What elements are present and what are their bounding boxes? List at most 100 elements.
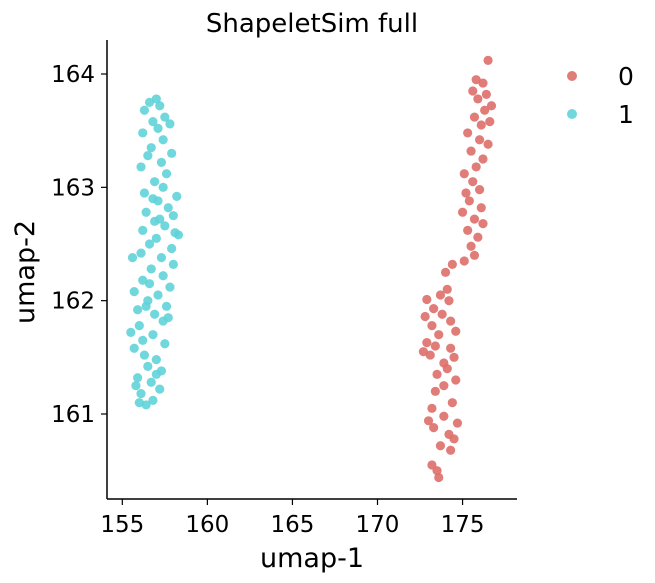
point-series-0	[446, 316, 456, 326]
point-series-1	[151, 94, 161, 104]
point-series-1	[138, 275, 148, 285]
point-series-0	[481, 89, 491, 99]
point-series-1	[153, 290, 163, 300]
point-series-1	[144, 279, 155, 289]
x-tick-label: 175	[441, 512, 485, 538]
point-series-1	[161, 301, 172, 311]
point-series-0	[471, 75, 481, 85]
point-series-0	[429, 423, 439, 433]
point-series-0	[466, 146, 476, 156]
point-series-0	[461, 188, 471, 198]
point-series-1	[148, 330, 158, 340]
point-series-0	[463, 225, 473, 235]
point-series-1	[163, 313, 173, 323]
point-series-0	[483, 55, 493, 65]
point-series-1	[139, 188, 150, 198]
point-series-0	[447, 398, 457, 408]
plot-area	[126, 55, 497, 483]
point-series-1	[158, 271, 168, 281]
point-series-1	[150, 177, 160, 187]
point-series-0	[480, 105, 490, 115]
x-tick-label: 160	[185, 512, 229, 538]
point-series-0	[457, 207, 468, 217]
point-series-0	[434, 330, 444, 340]
legend-marker-1	[567, 109, 577, 119]
point-series-1	[139, 105, 150, 115]
point-series-0	[440, 267, 451, 277]
point-series-0	[469, 112, 480, 122]
point-series-1	[131, 381, 141, 391]
point-series-1	[172, 191, 182, 201]
point-series-1	[160, 339, 170, 349]
point-series-1	[133, 373, 143, 383]
point-series-0	[459, 256, 469, 266]
point-series-1	[153, 123, 163, 133]
point-series-0	[478, 78, 488, 88]
point-series-0	[434, 472, 444, 483]
point-series-0	[444, 296, 454, 306]
point-series-0	[446, 343, 456, 353]
point-series-1	[126, 327, 136, 337]
point-series-1	[168, 259, 178, 269]
point-series-0	[469, 250, 480, 260]
point-series-0	[474, 135, 485, 145]
point-series-1	[138, 225, 148, 235]
point-series-0	[423, 416, 434, 426]
point-series-1	[146, 143, 156, 153]
point-series-0	[459, 169, 469, 179]
point-series-1	[167, 148, 177, 158]
point-series-1	[163, 203, 173, 213]
point-series-0	[473, 94, 483, 104]
point-series-0	[474, 185, 485, 195]
point-series-1	[151, 355, 161, 365]
point-series-0	[471, 162, 481, 172]
point-series-0	[485, 117, 495, 127]
point-series-1	[138, 335, 148, 345]
point-series-0	[435, 441, 446, 451]
point-series-1	[158, 182, 168, 192]
point-series-1	[151, 369, 161, 379]
point-series-1	[143, 151, 153, 161]
point-series-1	[167, 243, 177, 254]
point-series-0	[452, 418, 463, 428]
point-series-1	[150, 309, 160, 319]
x-tick-label: 155	[100, 512, 144, 538]
point-series-1	[156, 157, 167, 167]
point-series-1	[160, 112, 170, 122]
point-series-1	[153, 196, 163, 206]
point-series-0	[439, 411, 449, 421]
x-axis: 155 160 165 170 175	[100, 499, 485, 538]
point-series-1	[141, 301, 151, 311]
point-series-0	[483, 139, 493, 149]
point-series-0	[476, 203, 486, 213]
point-series-1	[155, 214, 165, 224]
point-series-0	[435, 290, 446, 300]
point-series-0	[449, 434, 459, 444]
point-series-0	[478, 154, 488, 164]
point-series-1	[141, 207, 151, 217]
point-series-1	[127, 253, 138, 263]
x-axis-label: umap-1	[260, 543, 364, 574]
point-series-0	[476, 120, 486, 130]
point-series-0	[446, 445, 456, 455]
point-series-0	[420, 311, 430, 322]
y-tick-label: 163	[51, 175, 95, 201]
point-series-0	[442, 364, 452, 374]
y-axis: 161 162 163 164	[51, 62, 107, 428]
point-series-0	[451, 375, 461, 385]
point-series-1	[165, 119, 175, 129]
point-series-1	[139, 350, 150, 360]
point-series-1	[136, 162, 146, 172]
y-axis-label: umap-2	[10, 220, 41, 324]
point-series-0	[432, 369, 442, 379]
point-series-1	[170, 228, 180, 238]
point-series-1	[148, 395, 158, 405]
y-tick-label: 164	[51, 62, 95, 88]
x-tick-label: 165	[270, 512, 314, 538]
point-series-1	[160, 221, 170, 231]
point-series-0	[447, 259, 457, 269]
point-series-1	[161, 169, 172, 179]
point-series-0	[466, 241, 476, 251]
point-series-1	[134, 398, 144, 408]
